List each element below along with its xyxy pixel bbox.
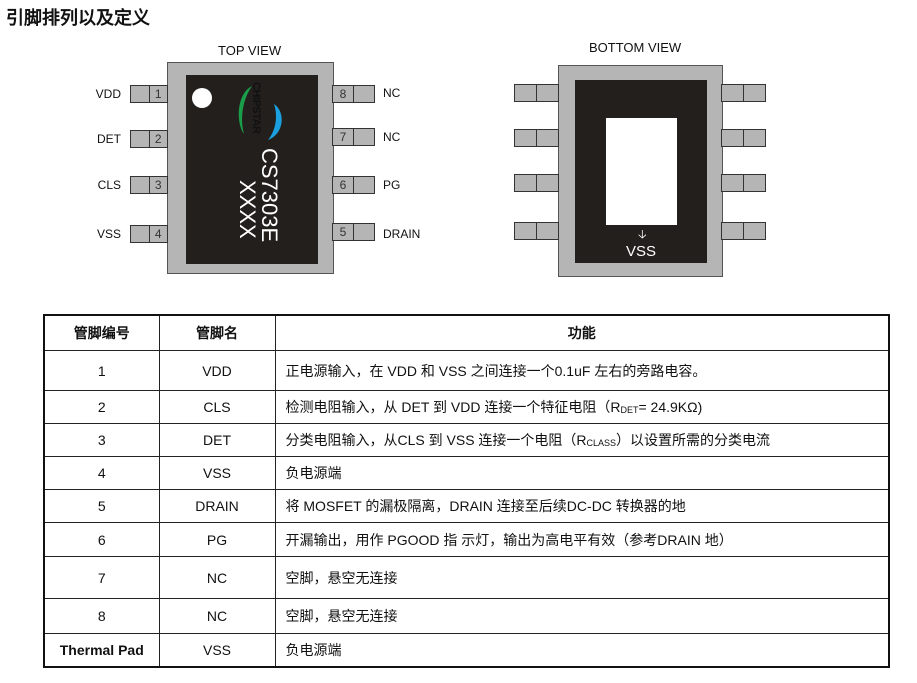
pin-number: 6 [43, 522, 160, 557]
table-row: Thermal Pad VSS 负电源端 [43, 633, 890, 667]
bottom-pin [721, 174, 766, 192]
thermal-pad-label: VSS [626, 243, 657, 260]
pin-5: 5 [332, 223, 375, 241]
part-number: CS7303E [257, 148, 282, 243]
pin-function: 负电源端 [274, 633, 890, 667]
pin-name: PG [158, 522, 276, 557]
bottom-pin [721, 84, 766, 102]
pin-name: NC [158, 556, 276, 599]
arrow-down-icon: 🡣 [638, 227, 647, 241]
pin-number: 5 [43, 489, 160, 523]
table-row: 8 NC 空脚，悬空无连接 [43, 598, 890, 634]
pin-name: DRAIN [158, 489, 276, 523]
table-row: 5 DRAIN 将 MOSFET 的漏极隔离，DRAIN 连接至后续DC-DC 转换… [43, 489, 890, 523]
pin-number: 3 [43, 423, 160, 457]
pin-8: 8 [332, 85, 375, 103]
pin-6-name: PG [383, 178, 401, 192]
pin-name: VSS [158, 456, 276, 490]
pin-function: 空脚，悬空无连接 [274, 598, 890, 634]
table-row: 4 VSS 负电源端 [43, 456, 890, 490]
table-row: 6 PG 开漏输出，用作 PGOOD 指 示灯，输出为高电平有效（参考DRAIN 地… [43, 522, 890, 557]
pin-4: 4 [130, 225, 168, 243]
section-title: 引脚排列以及定义 [6, 8, 150, 29]
pin-name: VDD [158, 350, 276, 391]
pin-function: 正电源输入，在 VDD 和 VSS 之间连接一个0.1uF 左右的旁路电容。 [274, 350, 890, 391]
table-header: 管脚编号 管脚名 功能 [43, 314, 890, 351]
table-row: 2 CLS 检测电阻输入，从 DET 到 VDD 连接一个特征电阻（RDET= 24… [43, 390, 890, 424]
bottom-pin [514, 174, 559, 192]
pin-1-name: VDD [95, 87, 121, 101]
pin-8-name: NC [383, 86, 401, 100]
bottom-pin [721, 222, 766, 240]
bottom-view-label: BOTTOM VIEW [589, 40, 682, 55]
pin-number: 8 [43, 598, 160, 634]
pin-2: 2 [130, 130, 168, 148]
pin-number: 1 [43, 350, 160, 391]
pin-4-name: VSS [96, 227, 121, 241]
table-row: 3 DET 分类电阻输入，从CLS 到 VSS 连接一个电阻（RCLASS）以设置所… [43, 423, 890, 457]
bottom-pin [514, 222, 559, 240]
chipstar-logo-icon [238, 86, 282, 140]
pin-function: 开漏输出，用作 PGOOD 指 示灯，输出为高电平有效（参考DRAIN 地） [274, 522, 890, 557]
bottom-pin [721, 129, 766, 147]
pin-6: 6 [332, 176, 375, 194]
pin-number: 7 [43, 556, 160, 599]
pin-name: VSS [158, 633, 276, 667]
pin-function: 检测电阻输入，从 DET 到 VDD 连接一个特征电阻（RDET= 24.9KΩ… [274, 390, 890, 424]
pin-function: 负电源端 [274, 456, 890, 490]
pin-function: 将 MOSFET 的漏极隔离，DRAIN 连接至后续DC-DC 转换器的地 [274, 489, 890, 523]
top-view-label: TOP VIEW [218, 43, 282, 58]
pin-name: CLS [158, 390, 276, 424]
table-row: 1 VDD 正电源输入，在 VDD 和 VSS 之间连接一个0.1uF 左右的旁路电… [43, 350, 890, 391]
header-function: 功能 [274, 314, 890, 351]
pin-7-name: NC [383, 130, 401, 144]
pin-7: 7 [332, 128, 375, 146]
pin-2-name: DET [97, 132, 121, 146]
pin-number: Thermal Pad [43, 633, 160, 667]
pin1-marker-icon [192, 88, 212, 108]
header-pin-name: 管脚名 [158, 314, 276, 351]
bottom-pin [514, 84, 559, 102]
pin-3: 3 [130, 176, 168, 194]
header-pin-number: 管脚编号 [43, 314, 160, 351]
brand-logo-text: CHIPSTAR [250, 82, 262, 134]
pin-function: 空脚，悬空无连接 [274, 556, 890, 599]
pin-function: 分类电阻输入，从CLS 到 VSS 连接一个电阻（RCLASS）以设置所需的分类… [274, 423, 890, 457]
pin-definition-table: 管脚编号 管脚名 功能 1 VDD 正电源输入，在 VDD 和 VSS 之间连接一个… [43, 314, 890, 668]
thermal-pad [606, 118, 677, 225]
pin-3-name: CLS [97, 178, 121, 192]
pin-number: 2 [43, 390, 160, 424]
pin-name: NC [158, 598, 276, 634]
pin-name: DET [158, 423, 276, 457]
bottom-pin [514, 129, 559, 147]
pin-number: 4 [43, 456, 160, 490]
pin-5-name: DRAIN [383, 227, 421, 241]
table-row: 7 NC 空脚，悬空无连接 [43, 556, 890, 599]
lot-code: XXXX [235, 180, 260, 239]
pin-1: 1 [130, 85, 168, 103]
top-view-die [186, 75, 318, 264]
